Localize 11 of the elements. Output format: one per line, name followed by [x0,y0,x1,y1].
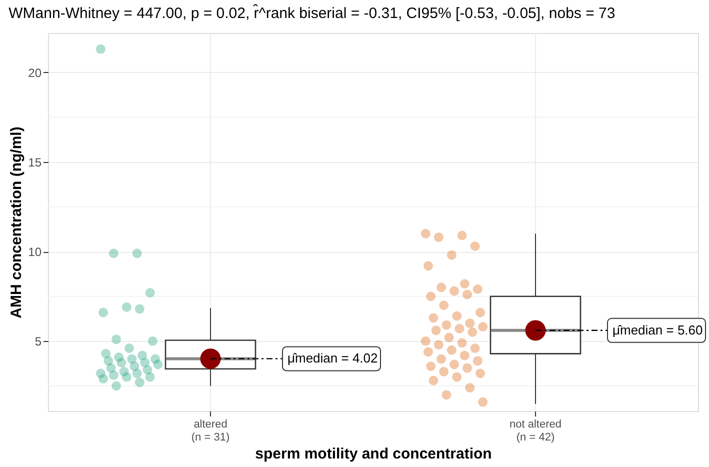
y-tick-label: 5 [34,334,42,349]
x-axis-title: sperm motility and concentration [255,446,492,462]
y-axis-title: AMH concentration (ng/ml) [8,126,26,318]
x-tick-label: altered (n = 31) [191,418,230,444]
chart-title: WMann-Whitney = 447.00, p = 0.02, r̂^rank biserial = -0.31, CI95% [-0.53, -0.05], nobs = 73 [8,4,616,22]
y-tick-label: 15 [28,155,42,170]
y-tick-label: 20 [28,66,42,80]
annotation: μ̂median = 4.02 [288,350,378,366]
annotation: μ̂median = 5.60 [612,322,703,338]
x-tick-label: not altered (n = 42) [510,418,562,444]
y-tick-label: 10 [28,245,42,260]
